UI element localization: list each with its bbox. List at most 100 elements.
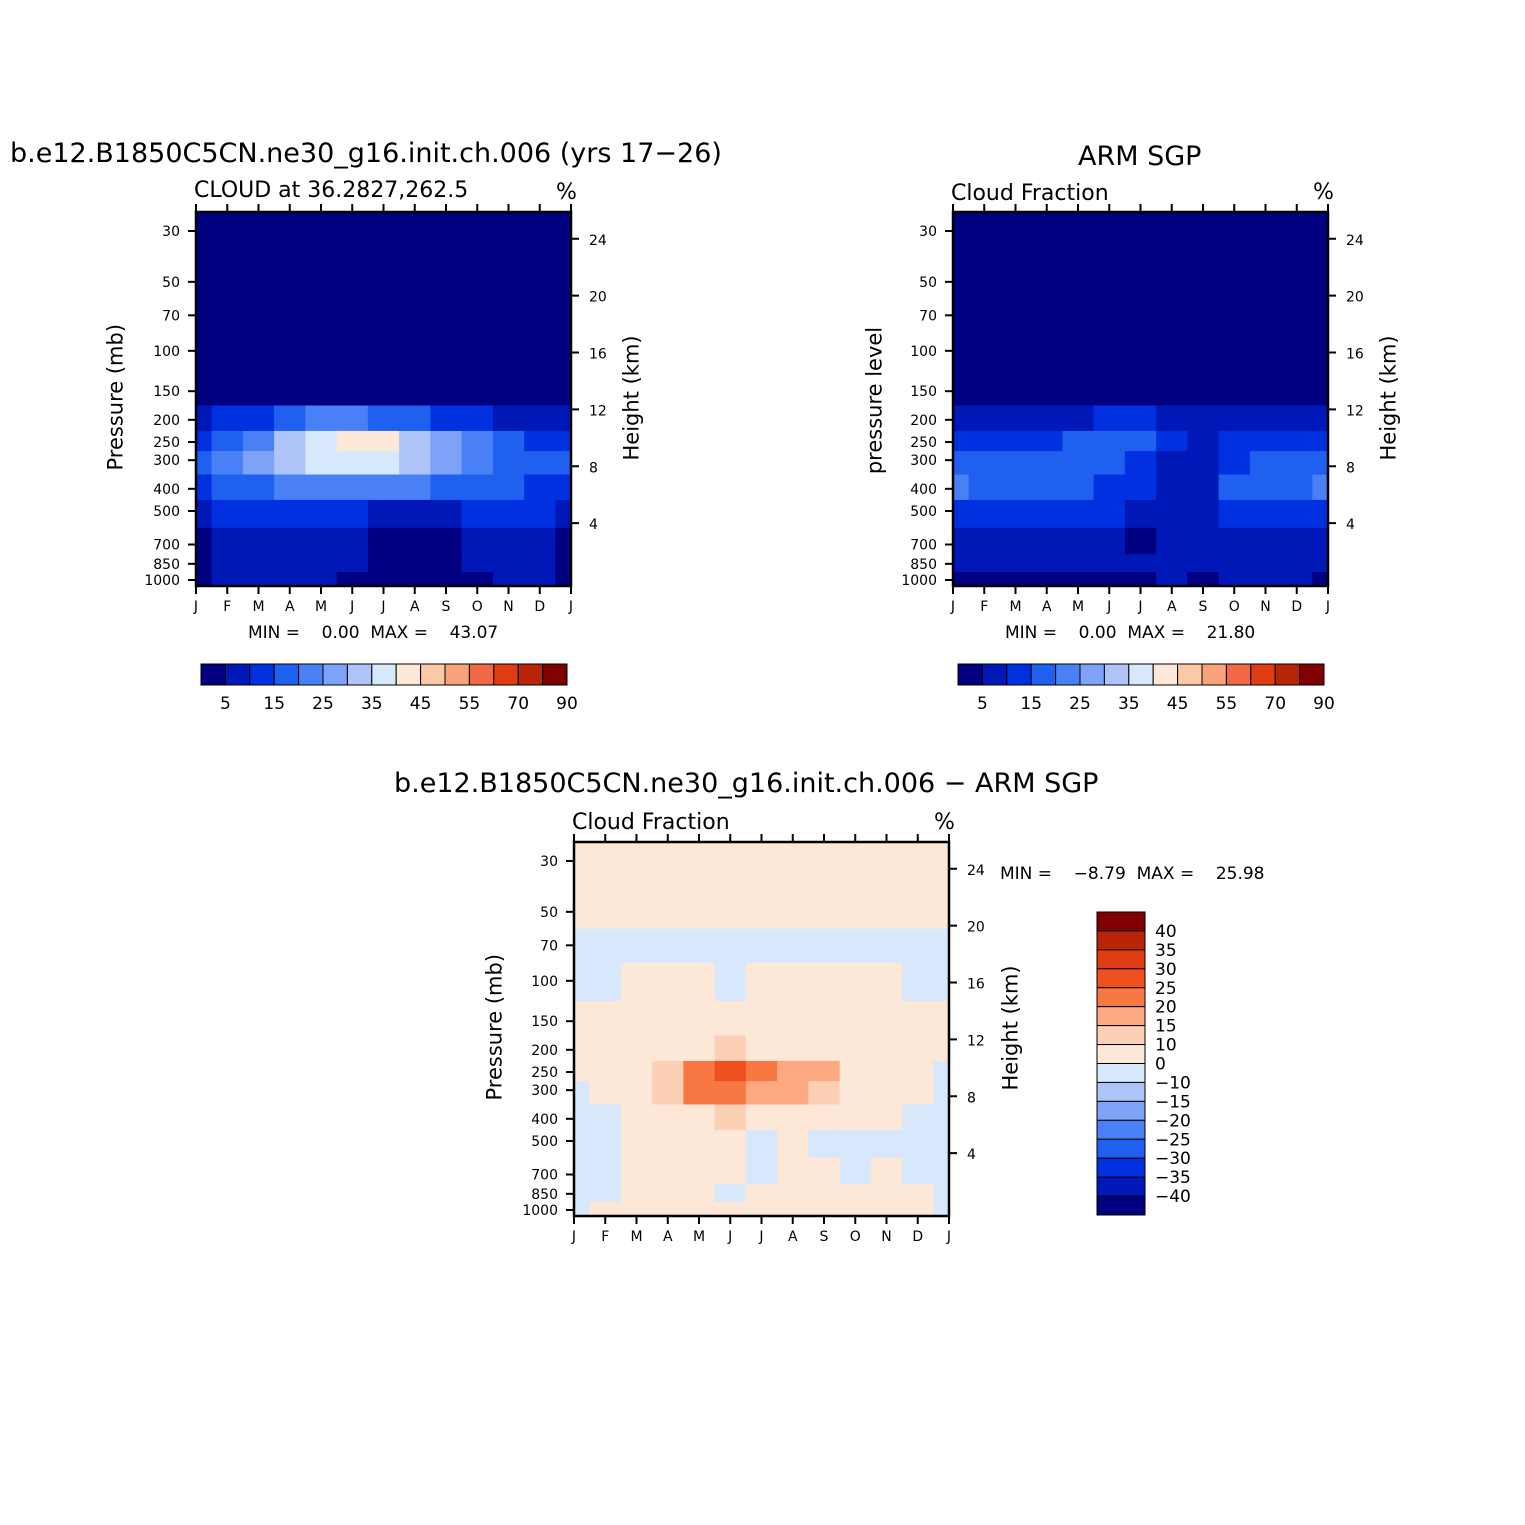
heatmap-cell xyxy=(1312,430,1329,452)
stat-min-label: MIN = xyxy=(1005,623,1058,643)
heatmap-cell xyxy=(461,554,494,573)
colorbar-box xyxy=(1250,663,1276,686)
heatmap-cell xyxy=(839,1001,872,1037)
colorbar-label: −30 xyxy=(1155,1149,1191,1169)
heatmap-cell xyxy=(1124,333,1157,372)
heatmap-cell xyxy=(574,963,591,1002)
heatmap-cell xyxy=(430,554,463,573)
heatmap-cell xyxy=(336,430,369,452)
x-tick-label: S xyxy=(820,1229,829,1245)
heatmap-cell xyxy=(1218,571,1251,587)
heatmap-cell xyxy=(211,371,244,407)
heatmap-cell xyxy=(555,430,572,452)
heatmap-cell xyxy=(953,474,970,501)
stat-max: 43.07 xyxy=(449,623,499,643)
heatmap-cell xyxy=(1093,212,1126,258)
heatmap-cell xyxy=(367,554,400,573)
y2-tick-label: 12 xyxy=(589,403,607,419)
colorbar-label: 90 xyxy=(1313,694,1335,714)
heatmap-cell xyxy=(211,554,244,573)
heatmap-cell xyxy=(461,430,494,452)
heatmap-cell xyxy=(808,928,841,964)
heatmap-cell xyxy=(1281,451,1313,476)
heatmap-cell xyxy=(933,842,950,888)
heatmap-cell xyxy=(1249,298,1282,334)
heatmap-cell xyxy=(1124,371,1157,407)
heatmap-cell xyxy=(1187,256,1220,300)
heatmap-cell xyxy=(1187,527,1220,555)
heatmap-cell xyxy=(524,212,556,258)
y-tick-label: 200 xyxy=(153,413,180,429)
heatmap-cell xyxy=(777,1035,809,1062)
heatmap-cell xyxy=(1156,298,1188,334)
heatmap-cell xyxy=(999,371,1032,407)
colorbar-label: 10 xyxy=(1155,1036,1177,1056)
x-tick-label: M xyxy=(630,1229,642,1245)
heatmap-cell xyxy=(839,1129,872,1159)
heatmap-cell xyxy=(808,1001,841,1037)
heatmap-cell xyxy=(1031,474,1063,501)
y2-tick-label: 20 xyxy=(1346,290,1364,306)
heatmap-cell xyxy=(1031,499,1063,529)
y2-tick-label: 4 xyxy=(967,1147,976,1163)
colorbar-box xyxy=(957,663,983,686)
heatmap-cell xyxy=(555,451,572,476)
heatmap-cell xyxy=(1249,499,1282,529)
stat-max-label: MAX = xyxy=(370,623,428,643)
colorbar-box xyxy=(1030,663,1057,686)
heatmap-cell xyxy=(211,333,244,372)
heatmap-cell xyxy=(336,405,369,432)
heatmap-cell xyxy=(589,963,622,1002)
heatmap-cell xyxy=(461,527,494,555)
heatmap-cell xyxy=(242,430,275,452)
heatmap-cell xyxy=(968,333,1001,372)
heatmap-cell xyxy=(1312,451,1329,476)
heatmap-cell xyxy=(367,527,400,555)
heatmap-cell xyxy=(968,212,1001,258)
heatmap-cell xyxy=(620,1129,653,1159)
heatmap-cell xyxy=(367,571,400,587)
colorbar-box xyxy=(444,663,470,686)
y-tick-label: 300 xyxy=(910,453,937,469)
colorbar-box xyxy=(1096,987,1146,1008)
y-tick-label: 50 xyxy=(919,275,937,291)
heatmap-cell xyxy=(1187,554,1220,573)
heatmap-cell xyxy=(1187,371,1220,407)
heatmap-cell xyxy=(1093,405,1126,432)
heatmap-cell xyxy=(953,256,970,300)
heatmap-cell xyxy=(683,1060,716,1082)
heatmap-cell xyxy=(196,405,213,432)
heatmap-cell xyxy=(777,1081,809,1106)
heatmap-cell xyxy=(620,1184,653,1203)
heatmap-cell xyxy=(589,1060,622,1082)
heatmap-cell xyxy=(211,527,244,555)
y-tick-label: 1000 xyxy=(901,573,937,589)
heatmap-cell xyxy=(714,1104,747,1131)
heatmap-cell xyxy=(933,1104,950,1131)
colorbar-box xyxy=(200,663,226,686)
heatmap-cell xyxy=(336,571,369,587)
heatmap-cell xyxy=(1124,499,1157,529)
y2-tick-label: 8 xyxy=(589,460,598,476)
heatmap-cell xyxy=(714,1035,747,1062)
y-tick-label: 250 xyxy=(910,435,937,451)
heatmap-cell xyxy=(652,1060,684,1082)
heatmap-cell xyxy=(211,571,244,587)
x-tick-label: O xyxy=(850,1229,861,1245)
heatmap-cell xyxy=(745,1060,778,1082)
heatmap-cell xyxy=(683,1035,716,1062)
heatmap-cell xyxy=(870,1184,903,1203)
y-tick-label: 200 xyxy=(531,1043,558,1059)
heatmap-cell xyxy=(242,474,275,501)
panel3-title: b.e12.B1850C5CN.ne30_g16.init.ch.006 − A… xyxy=(394,768,1099,799)
heatmap-cell xyxy=(1281,499,1313,529)
heatmap-cell xyxy=(902,1035,934,1062)
heatmap-cell xyxy=(683,1001,716,1037)
x-tick-label: J xyxy=(946,1229,951,1245)
heatmap-cell xyxy=(574,1001,591,1037)
heatmap-cell xyxy=(683,1184,716,1203)
heatmap-cell xyxy=(336,298,369,334)
heatmap-cell xyxy=(399,571,431,587)
x-tick-label: J xyxy=(349,599,354,615)
colorbar-box xyxy=(1096,1195,1146,1216)
